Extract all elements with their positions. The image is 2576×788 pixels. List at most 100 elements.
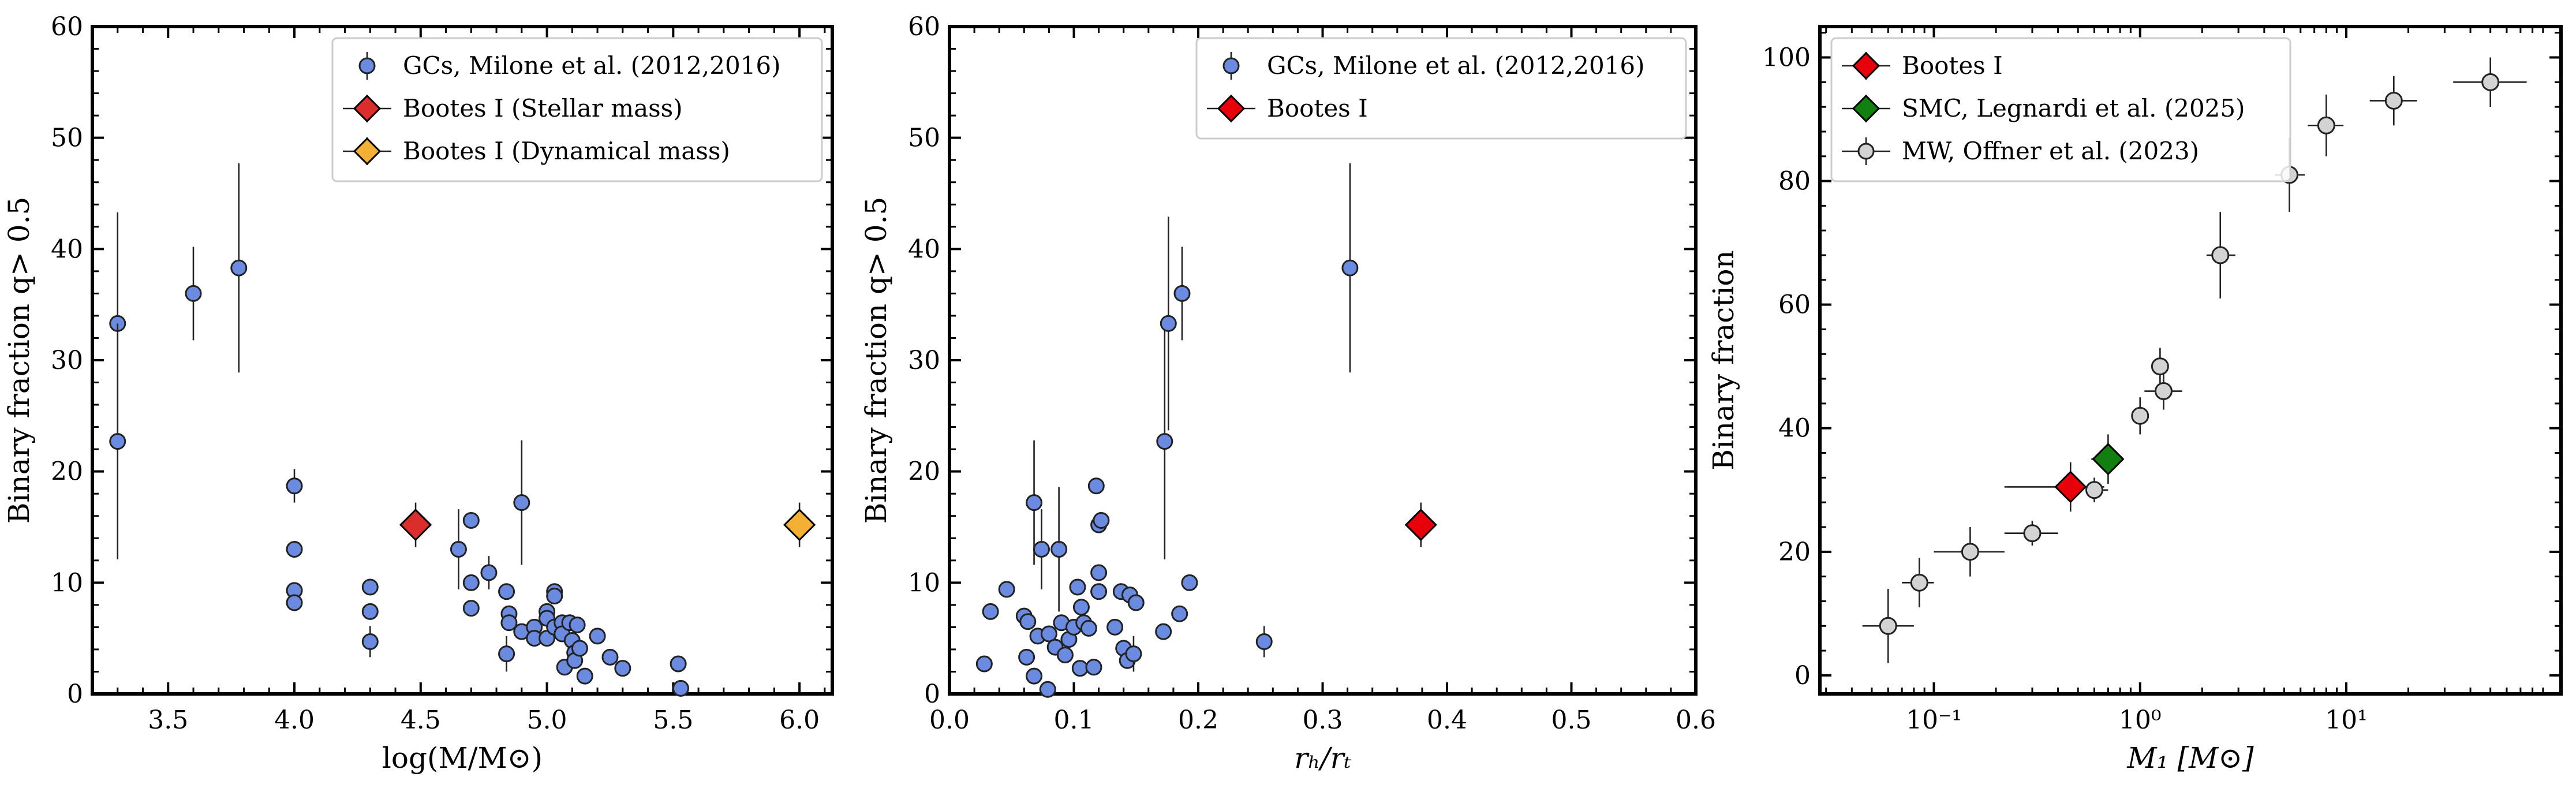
data-point (286, 541, 303, 558)
legend-marker-Bootes I (Dynamical mass) (353, 137, 382, 166)
data-point (1026, 494, 1043, 511)
y-tick-label: 50 (51, 124, 83, 153)
data-point (1090, 583, 1108, 600)
y-tick-label: 60 (1778, 290, 1811, 320)
data-point (361, 633, 379, 650)
data-point (1071, 660, 1089, 677)
data-point (1879, 617, 1897, 635)
legend-3: Bootes I SMC, Legnardi et al. (2025) MW, O… (1830, 37, 2291, 182)
data-point (462, 600, 480, 617)
data-point (2384, 91, 2403, 110)
data-point (1171, 605, 1188, 622)
x-tick-label: 10⁰ (2119, 705, 2162, 735)
legend-label: SMC, Legnardi et al. (2025) (1902, 94, 2245, 122)
data-point (1072, 599, 1090, 616)
legend-label: Bootes I (1902, 51, 2003, 80)
legend-box (1195, 37, 1687, 140)
data-point (1069, 578, 1086, 596)
x-tick-label: 0.1 (1054, 705, 1094, 735)
series-Bootes I (Dynamical mass) (783, 502, 816, 547)
legend-box (331, 37, 823, 182)
data-point (498, 645, 515, 663)
data-point (2085, 481, 2103, 499)
data-point (1127, 594, 1145, 611)
y-tick-label: 20 (908, 457, 940, 487)
data-point (1125, 645, 1142, 663)
data-point (399, 509, 432, 541)
y-tick-label: 100 (1762, 43, 1811, 73)
legend-marker-GCs, Milone et al. (2012,2016) (1222, 57, 1240, 74)
series-GCs, Milone et al. (2012,2016) (975, 163, 1359, 698)
data-point (1404, 509, 1437, 541)
data-point (1961, 543, 1979, 561)
y-axis-label: Binary fraction q> 0.5 (859, 197, 893, 524)
x-tick-label: 4.5 (401, 705, 441, 735)
legend-marker-Bootes I (Stellar mass) (353, 94, 382, 123)
data-point (286, 477, 303, 495)
legend-marker-MW, Offner et al. (2023) (1857, 143, 1875, 160)
x-tick-label: 3.5 (148, 705, 188, 735)
data-point (1181, 574, 1198, 591)
data-point (480, 564, 498, 581)
x-tick-label: 0.0 (929, 705, 970, 735)
data-point (670, 655, 687, 673)
legend-label: GCs, Milone et al. (2012,2016) (403, 51, 781, 80)
data-point (1085, 659, 1102, 676)
legend-label: Bootes I (Dynamical mass) (403, 137, 730, 165)
data-point (1093, 511, 1110, 529)
legend-label: MW, Offner et al. (2023) (1902, 137, 2199, 165)
y-tick-label: 20 (51, 457, 83, 487)
data-point (571, 640, 588, 657)
x-tick-label: 4.0 (274, 705, 315, 735)
legend-label: Bootes I (Stellar mass) (403, 94, 683, 122)
data-point (546, 587, 563, 604)
y-tick-label: 40 (908, 234, 940, 264)
y-tick-label: 50 (908, 124, 940, 153)
legend-label: GCs, Milone et al. (2012,2016) (1267, 51, 1645, 80)
series-SMC, Legnardi et al. (2025) (2091, 434, 2125, 484)
y-tick-label: 30 (908, 346, 940, 375)
data-point (783, 509, 816, 541)
data-point (1255, 633, 1273, 650)
series-GCs, Milone et al. (2012,2016) (109, 163, 689, 697)
data-point (2481, 73, 2500, 91)
data-point (1160, 315, 1177, 332)
data-point (1056, 647, 1074, 664)
y-tick-label: 0 (67, 679, 83, 709)
data-point (2131, 406, 2149, 425)
data-point (1910, 573, 1928, 592)
data-point (1040, 625, 1057, 643)
data-point (1018, 648, 1035, 666)
data-point (462, 511, 480, 529)
data-point (2151, 357, 2169, 376)
data-point (601, 648, 619, 666)
series-Bootes I (Stellar mass) (399, 502, 432, 547)
data-point (2092, 443, 2125, 476)
data-point (361, 578, 379, 596)
data-point (1050, 541, 1068, 558)
y-tick-label: 60 (51, 12, 83, 42)
data-point (1173, 285, 1191, 302)
data-point (1026, 667, 1043, 685)
data-point (975, 655, 993, 673)
data-point (2054, 470, 2087, 503)
data-point (982, 603, 999, 620)
legend-box (1830, 37, 2291, 182)
data-point (2154, 382, 2173, 401)
series-MW, Offner et al. (2023) (1862, 57, 2527, 663)
legend-marker-GCs, Milone et al. (2012,2016) (358, 57, 376, 74)
y-tick-label: 0 (924, 679, 940, 709)
y-axis-label: Binary fraction (1707, 250, 1740, 470)
data-point (500, 614, 518, 632)
y-tick-label: 30 (51, 346, 83, 375)
data-point (109, 433, 126, 450)
data-point (230, 259, 248, 277)
y-tick-label: 10 (908, 568, 940, 597)
y-tick-label: 40 (1778, 414, 1811, 443)
x-axis-label: log(M/M⊙) (382, 741, 543, 775)
data-point (450, 541, 467, 558)
data-point (2317, 116, 2335, 135)
data-point (185, 285, 202, 302)
y-tick-label: 60 (908, 12, 940, 42)
